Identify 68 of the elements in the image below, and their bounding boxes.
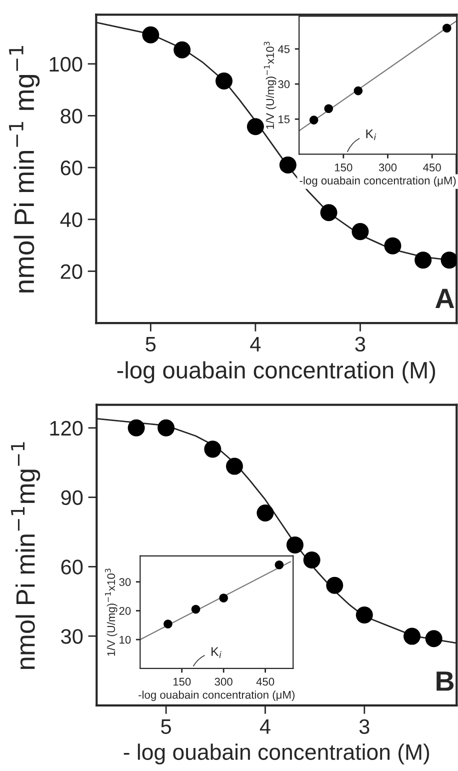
x-tick-label: 150 <box>173 678 191 686</box>
x-tick-label: 3 <box>355 336 366 352</box>
y-tick-label: 40 <box>60 212 82 228</box>
point <box>356 606 373 624</box>
point <box>279 156 296 174</box>
y-axis-title: 1/V (U/mg)$^{−1}$x10$^{3}$ <box>264 42 276 129</box>
point <box>142 26 160 44</box>
y-tick-label: 90 <box>61 490 83 506</box>
y-tick-label: 80 <box>60 108 82 124</box>
point <box>403 628 421 645</box>
y-axis-title: nmol Pi min$^{−1}$ mg$^{−1}$ <box>9 46 40 292</box>
x-tick-label: 450 <box>256 678 274 686</box>
x-tick-label: 300 <box>378 164 397 172</box>
annotation: K$_{i}$ <box>366 129 376 140</box>
point <box>442 24 452 33</box>
point <box>158 419 175 436</box>
x-tick-label: 300 <box>214 678 232 686</box>
point <box>226 458 243 475</box>
x-tick-label: 3 <box>359 719 370 734</box>
point <box>414 252 432 269</box>
y-tick-label: 120 <box>50 420 83 436</box>
y-tick-label: 30 <box>119 578 131 586</box>
point <box>216 72 233 90</box>
y-tick-label: 60 <box>60 160 82 176</box>
point <box>320 204 338 222</box>
point <box>440 252 457 269</box>
x-tick-label: 4 <box>260 719 270 734</box>
point <box>303 551 320 568</box>
point <box>174 41 191 58</box>
annotation: K$_{i}$ <box>212 647 222 658</box>
x-axis-title: -log ouabain concentration (μM) <box>300 176 456 187</box>
x-axis-title: - log ouabain concentration (M) <box>124 744 430 764</box>
x-tick-label: 5 <box>161 719 171 734</box>
x-tick-label: 150 <box>334 164 352 172</box>
point <box>354 86 363 96</box>
y-axis-title: 1/V (U/mg)$^{−1}$x10$^{3}$ <box>104 568 118 656</box>
point <box>246 118 264 136</box>
y-tick-label: 10 <box>120 636 131 644</box>
annotation: A <box>435 288 454 308</box>
y-axis-title: nmol Pi min$^{−1}$mg$^{−1}$ <box>11 442 40 669</box>
y-tick-label: 45 <box>278 45 290 54</box>
point <box>309 116 318 124</box>
y-tick-label: 15 <box>278 115 290 124</box>
point <box>286 536 304 554</box>
y-tick-label: 20 <box>60 264 82 279</box>
point <box>324 104 334 113</box>
x-axis-title: -log ouabain concentration (M) <box>117 361 436 384</box>
annotation: B <box>436 672 454 691</box>
x-tick-label: 4 <box>250 337 261 352</box>
y-tick-label: 30 <box>61 629 83 644</box>
y-tick-label: 30 <box>278 80 290 88</box>
x-tick-label: 450 <box>423 164 441 172</box>
point <box>274 560 284 570</box>
point <box>352 223 369 240</box>
y-tick-label: 100 <box>50 56 82 72</box>
point <box>384 237 402 254</box>
x-tick-label: 5 <box>146 337 156 352</box>
point <box>326 576 344 594</box>
y-tick-label: 60 <box>61 560 83 574</box>
point <box>219 594 228 602</box>
point <box>204 440 222 458</box>
point <box>164 620 172 628</box>
point <box>425 630 442 648</box>
x-axis-title: -log ouabain concentration (μM) <box>138 690 294 701</box>
point <box>191 604 200 614</box>
y-tick-label: 20 <box>119 607 131 615</box>
point <box>256 504 274 522</box>
point <box>128 419 145 436</box>
